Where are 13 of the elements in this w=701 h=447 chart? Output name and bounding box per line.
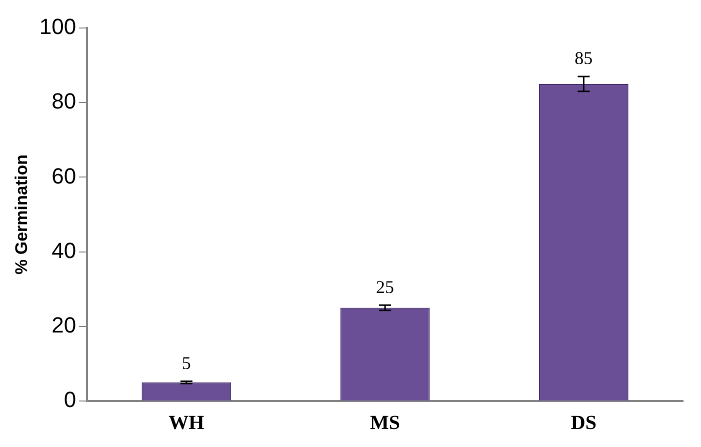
x-tick-label: WH xyxy=(168,412,205,434)
y-tick-label: 40 xyxy=(52,238,76,263)
y-axis-title: % Germination xyxy=(12,154,31,274)
y-tick-label: 20 xyxy=(52,312,76,338)
x-tick-label: MS xyxy=(370,412,400,434)
data-label: 5 xyxy=(182,352,191,373)
x-tick-label: DS xyxy=(570,412,596,434)
data-label: 25 xyxy=(376,276,394,297)
data-label: 85 xyxy=(574,48,593,68)
y-tick-label: 0 xyxy=(64,387,76,412)
y-tick-label: 60 xyxy=(52,163,76,188)
y-tick-label: 80 xyxy=(52,88,76,114)
y-tick-label: 100 xyxy=(39,14,76,40)
